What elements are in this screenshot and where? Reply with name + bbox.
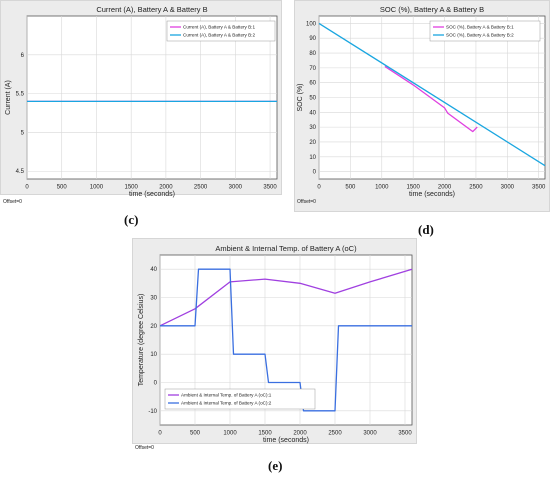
chart-title: SOC (%), Battery A & Battery B — [380, 5, 484, 14]
x-tick-label: 3000 — [363, 431, 377, 437]
caption-d: (d) — [418, 222, 434, 237]
chart-title: Ambient & Internal Temp. of Battery A (o… — [215, 244, 357, 253]
chart-panel-soc: 0 500 1000 1500 2000 2500 3000 3500 0 10 20 30 40 50 6… — [294, 0, 550, 212]
y-tick-label: 50 — [309, 96, 316, 102]
x-tick-label: 1500 — [406, 185, 420, 191]
series-line-1 — [384, 65, 478, 133]
x-tick-label: 2000 — [293, 431, 307, 437]
y-tick-label: 30 — [150, 296, 157, 302]
x-tick-label: 0 — [317, 185, 321, 191]
x-tick-label: 1000 — [90, 185, 104, 191]
x-tick-label: 500 — [345, 185, 356, 191]
chart-soc-svg: 0 500 1000 1500 2000 2500 3000 3500 0 10 20 30 40 50 6… — [297, 5, 546, 205]
series-line-1 — [159, 268, 413, 327]
y-axis-label: SOC (%) — [297, 84, 304, 112]
y-tick-label: -10 — [148, 409, 157, 415]
x-tick-label: 0 — [25, 185, 29, 191]
chart-temperature-svg: 0 500 1000 1500 2000 2500 3000 3500 -10 0 10 20 30 40… — [135, 244, 413, 451]
x-tick-label: 500 — [57, 185, 68, 191]
x-axis-label: time (seconds) — [129, 191, 175, 198]
caption-e: (e) — [268, 458, 283, 473]
offset-label: Offset=0 — [135, 445, 154, 451]
series-line-2 — [318, 22, 546, 167]
chart-title: Current (A), Battery A & Battery B — [96, 5, 207, 14]
y-tick-label: 10 — [309, 155, 316, 161]
x-tick-label: 3000 — [501, 185, 515, 191]
x-axis-label: time (seconds) — [263, 437, 309, 444]
y-tick-label: 5 — [21, 130, 25, 136]
y-tick-label: 60 — [309, 81, 316, 87]
y-tick-label: 90 — [309, 36, 316, 42]
legend-entry: Ambient & Internal Temp. of Battery A (o… — [181, 401, 272, 406]
y-tick-label: 5.5 — [16, 92, 25, 98]
caption-c: (c) — [124, 212, 139, 227]
x-tick-label: 3500 — [532, 185, 546, 191]
x-tick-label: 2500 — [194, 185, 208, 191]
legend-entry: Ambient & Internal Temp. of Battery A (o… — [181, 393, 272, 398]
legend-entry: Current (A), Battery A & Battery B:1 — [183, 25, 255, 30]
y-tick-label: 10 — [150, 352, 157, 358]
x-axis-label: time (seconds) — [409, 191, 455, 198]
chart-current-svg: 0 500 1000 1500 2000 2500 3000 3500 4.5 5 5.5 6 Curr… — [3, 5, 278, 205]
x-tick-label: 500 — [190, 431, 201, 437]
chart-panel-temperature: 0 500 1000 1500 2000 2500 3000 3500 -10 0 10 20 30 40… — [132, 238, 417, 451]
legend-entry: SOC (%), Battery A & Battery B:1 — [446, 25, 514, 30]
x-tick-label: 2000 — [438, 185, 452, 191]
x-tick-label: 3500 — [263, 185, 277, 191]
x-tick-label: 2000 — [159, 185, 173, 191]
x-tick-label: 1000 — [223, 431, 237, 437]
y-tick-label: 30 — [309, 125, 316, 131]
y-tick-label: 40 — [309, 110, 316, 116]
y-tick-label: 0 — [154, 381, 158, 387]
y-tick-label: 20 — [309, 140, 316, 146]
y-tick-label: 6 — [21, 53, 25, 59]
offset-label: Offset=0 — [3, 199, 22, 205]
y-tick-label: 20 — [150, 324, 157, 330]
y-axis-label: Current (A) — [5, 80, 12, 115]
x-tick-label: 3000 — [229, 185, 243, 191]
x-tick-label: 2500 — [328, 431, 342, 437]
legend-box — [429, 20, 541, 42]
y-tick-label: 80 — [309, 51, 316, 57]
x-tick-label: 0 — [158, 431, 162, 437]
x-tick-label: 2500 — [469, 185, 483, 191]
y-tick-label: 70 — [309, 66, 316, 72]
y-tick-label: 0 — [313, 170, 317, 176]
y-tick-label: 4.5 — [16, 169, 25, 175]
legend-entry: Current (A), Battery A & Battery B:2 — [183, 33, 255, 38]
legend-box — [164, 388, 316, 410]
y-tick-label: 100 — [306, 21, 317, 27]
x-tick-label: 1500 — [124, 185, 138, 191]
x-tick-label: 1000 — [375, 185, 389, 191]
x-tick-label: 1500 — [258, 431, 272, 437]
x-tick-label: 3500 — [398, 431, 412, 437]
offset-label: Offset=0 — [297, 199, 316, 205]
y-tick-label: 40 — [150, 267, 157, 273]
series-line-2 — [160, 268, 412, 412]
y-axis-label: Temperature (degree Celsius) — [138, 294, 145, 387]
legend-entry: SOC (%), Battery A & Battery B:2 — [446, 33, 514, 38]
chart-panel-current: 0 500 1000 1500 2000 2500 3000 3500 4.5 5 5.5 6 Curr… — [0, 0, 282, 205]
legend-box — [166, 20, 276, 42]
